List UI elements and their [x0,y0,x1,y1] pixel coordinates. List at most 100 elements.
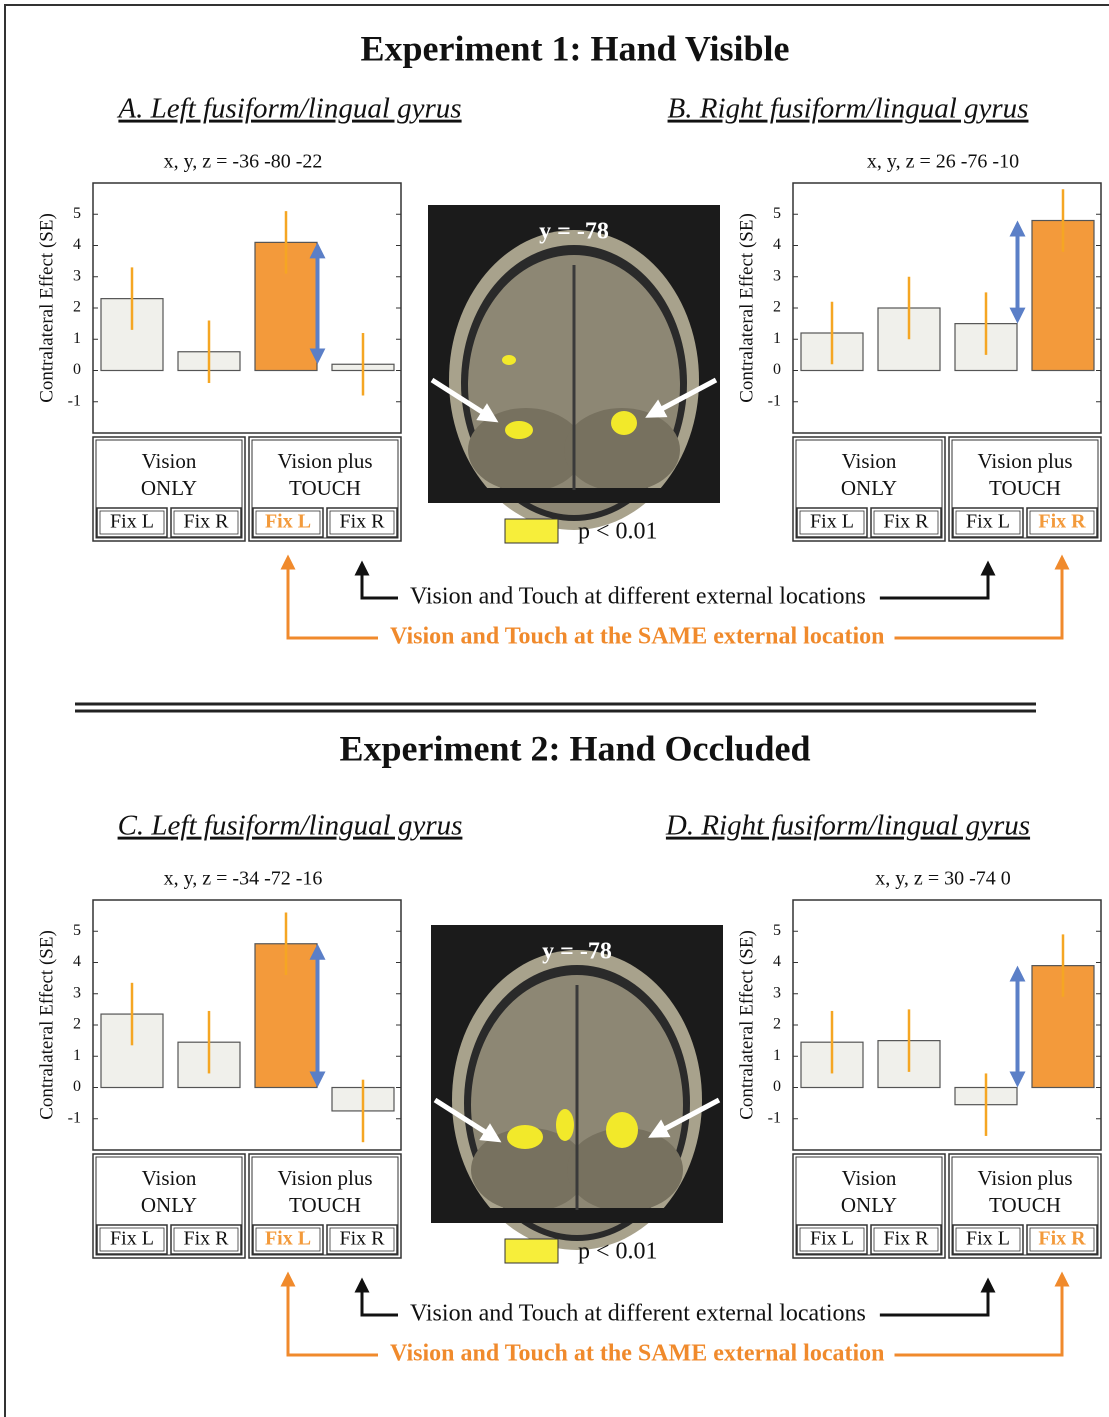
y-tick-label: 1 [73,1047,81,1064]
category-label: Fix R [183,1228,229,1250]
y-tick-label: 1 [73,330,81,347]
group-label: Vision plus [277,1166,372,1190]
y-tick-label: 2 [773,299,781,316]
activation [606,1112,638,1148]
group-label: ONLY [141,476,197,500]
brain-label: y = -78 [539,219,609,245]
y-tick-label: 3 [773,984,781,1001]
different-arrow [880,1285,988,1315]
activation [556,1109,574,1141]
activation [507,1125,543,1149]
y-tick-label: 0 [773,1078,781,1095]
panel-subtitle: x, y, z = 26 -76 -10 [867,151,1019,173]
panel-title: A. Left fusiform/lingual gyrus [116,93,461,125]
group-label: Vision [142,449,197,473]
panel-title: C. Left fusiform/lingual gyrus [118,810,463,842]
category-label: Fix L [810,511,854,533]
group-label: TOUCH [989,476,1061,500]
panel-subtitle: x, y, z = -34 -72 -16 [164,868,323,890]
group-label: Vision plus [277,449,372,473]
different-arrow [880,568,988,598]
activation [505,421,533,439]
y-tick-label: 0 [773,361,781,378]
y-tick-label: 4 [773,953,781,970]
group-label: ONLY [841,1193,897,1217]
same-arrow [895,1279,1063,1355]
group-label: Vision plus [977,1166,1072,1190]
y-tick-label: 3 [73,267,81,284]
category-label: Fix R [1038,1228,1086,1250]
y-tick-label: 0 [73,361,81,378]
same-note: Vision and Touch at the SAME external lo… [390,624,885,650]
y-axis-label: Contralateral Effect (SE) [736,213,757,403]
group-label: ONLY [841,476,897,500]
y-tick-label: -1 [768,1109,781,1126]
y-tick-label: 5 [773,922,781,939]
activation [502,355,516,365]
different-note: Vision and Touch at different external l… [410,1301,866,1327]
figure: Experiment 1: Hand Visible y = -78 p < 0.0… [0,0,1109,1417]
experiment-title: Experiment 1: Hand Visible [360,28,789,68]
category-label: Fix L [110,1228,154,1250]
y-tick-label: 1 [773,1047,781,1064]
y-tick-label: 1 [773,330,781,347]
y-tick-label: 2 [73,299,81,316]
experiment-title: Experiment 2: Hand Occluded [339,728,810,768]
panel-title: B. Right fusiform/lingual gyrus [668,93,1029,125]
category-label: Fix L [966,1228,1010,1250]
group-label: Vision [842,449,897,473]
category-label: Fix R [339,511,385,533]
y-axis-label: Contralateral Effect (SE) [36,930,57,1120]
legend-label: p < 0.01 [578,1239,658,1265]
category-label: Fix L [265,511,311,533]
same-arrow [895,562,1063,638]
category-label: Fix R [183,511,229,533]
same-note: Vision and Touch at the SAME external lo… [390,1341,885,1367]
category-label: Fix R [883,1228,929,1250]
y-tick-label: 0 [73,1078,81,1095]
y-tick-label: 5 [73,922,81,939]
different-note: Vision and Touch at different external l… [410,584,866,610]
panel-title: D. Right fusiform/lingual gyrus [665,810,1030,842]
legend-swatch [505,1239,558,1263]
same-arrow [288,1279,378,1355]
y-tick-label: -1 [68,1109,81,1126]
group-label: Vision [842,1166,897,1190]
legend-swatch [505,519,558,543]
y-tick-label: -1 [768,392,781,409]
brain-label: y = -78 [542,939,612,965]
y-tick-label: 2 [73,1016,81,1033]
y-tick-label: 4 [73,236,81,253]
image-bottom [428,488,720,503]
group-label: Vision plus [977,449,1072,473]
y-tick-label: 5 [73,205,81,222]
group-label: Vision [142,1166,197,1190]
y-tick-label: -1 [68,392,81,409]
y-axis-label: Contralateral Effect (SE) [36,213,57,403]
y-tick-label: 3 [773,267,781,284]
panel-subtitle: x, y, z = -36 -80 -22 [164,151,323,173]
y-tick-label: 5 [773,205,781,222]
group-label: TOUCH [289,1193,361,1217]
y-tick-label: 2 [773,1016,781,1033]
y-axis-label: Contralateral Effect (SE) [736,930,757,1120]
category-label: Fix R [883,511,929,533]
y-tick-label: 3 [73,984,81,1001]
group-label: TOUCH [989,1193,1061,1217]
category-label: Fix L [265,1228,311,1250]
category-label: Fix L [966,511,1010,533]
different-arrow [362,568,398,598]
same-arrow [288,562,378,638]
group-label: ONLY [141,1193,197,1217]
category-label: Fix L [810,1228,854,1250]
y-tick-label: 4 [773,236,781,253]
different-arrow [362,1285,398,1315]
panel-subtitle: x, y, z = 30 -74 0 [875,868,1011,890]
image-bottom [431,1208,723,1223]
y-tick-label: 4 [73,953,81,970]
category-label: Fix R [339,1228,385,1250]
category-label: Fix L [110,511,154,533]
group-label: TOUCH [289,476,361,500]
legend-label: p < 0.01 [578,519,658,545]
activation [611,411,637,435]
